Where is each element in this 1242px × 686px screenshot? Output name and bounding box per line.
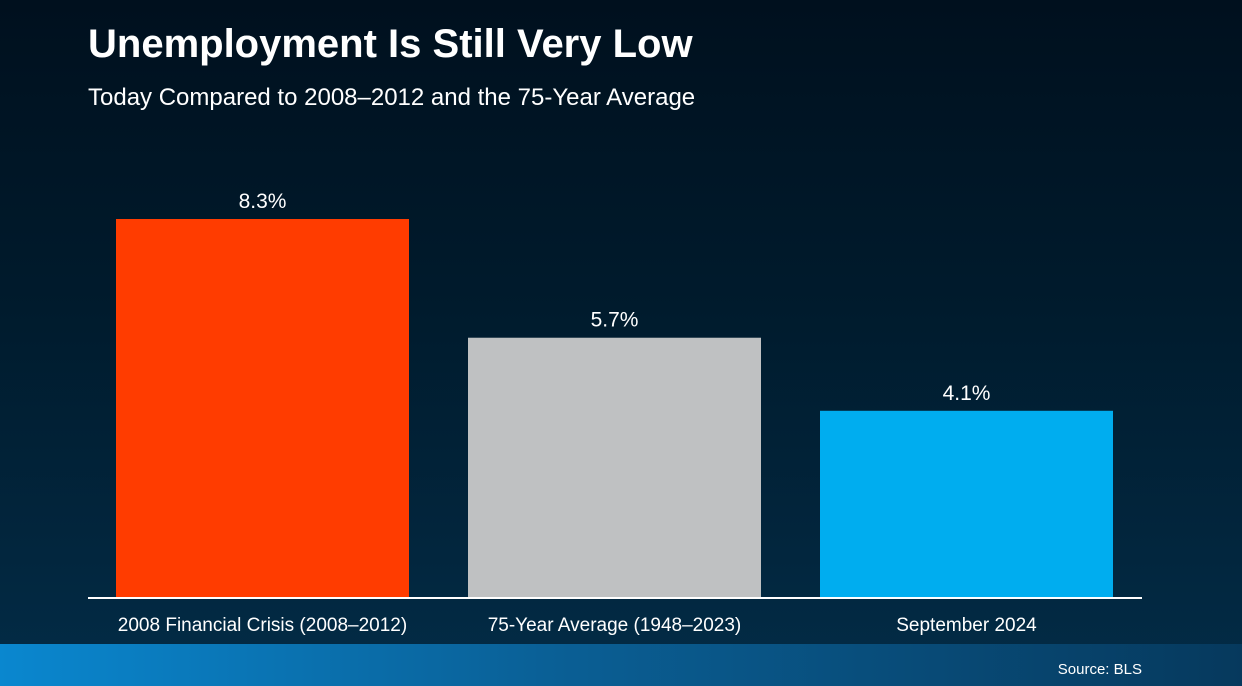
- chart-subtitle: Today Compared to 2008–2012 and the 75-Y…: [88, 84, 696, 111]
- bar-chart: 8.3% 2008 Financial Crisis (2008–2012) 5.7…: [116, 190, 1113, 636]
- category-label: September 2024: [896, 615, 1037, 636]
- bar-3: [820, 410, 1113, 598]
- footer-band: [0, 644, 1242, 686]
- bar-1: [116, 219, 409, 598]
- category-label: 2008 Financial Crisis (2008–2012): [118, 615, 407, 636]
- bar-2: [468, 337, 761, 598]
- bar-value-label: 4.1%: [943, 382, 991, 405]
- bar-value-label: 8.3%: [239, 190, 287, 213]
- category-label: 75-Year Average (1948–2023): [488, 615, 742, 636]
- chart-title: Unemployment Is Still Very Low: [88, 22, 693, 66]
- source-label: Source: BLS: [1057, 661, 1142, 678]
- bar-value-label: 5.7%: [591, 309, 639, 332]
